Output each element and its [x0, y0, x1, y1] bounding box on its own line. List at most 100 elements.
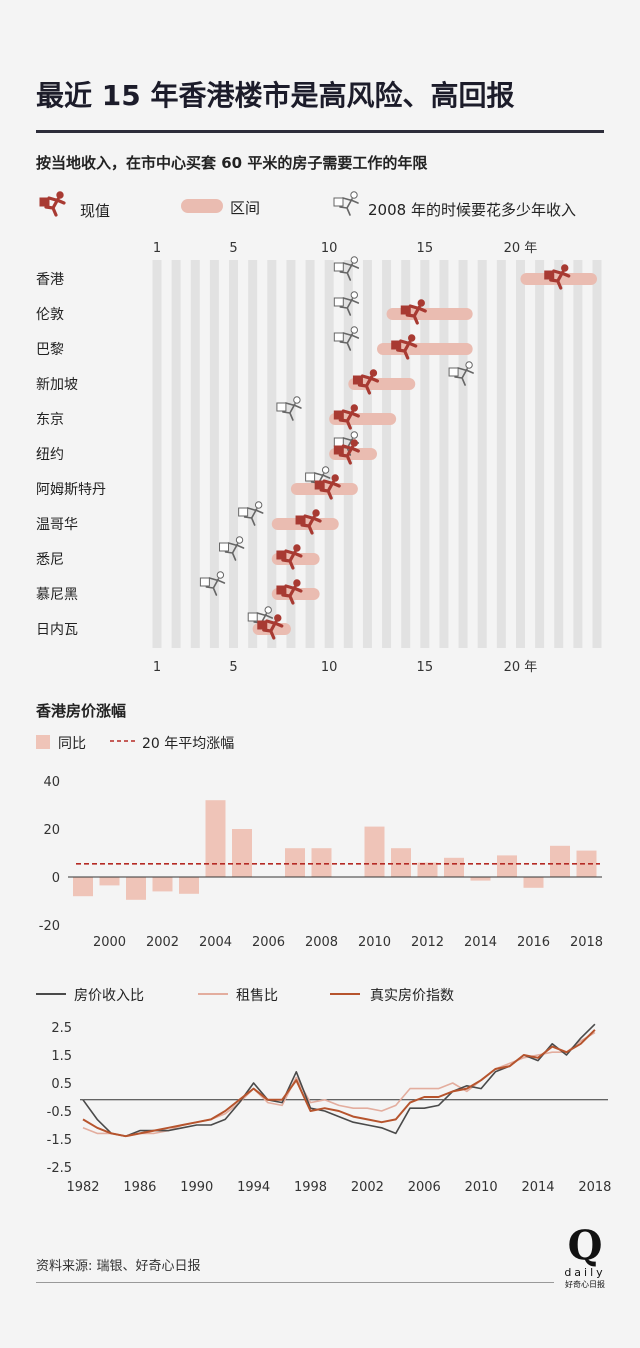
grid-column — [267, 260, 277, 648]
city-label: 巴黎 — [36, 342, 64, 358]
bar — [523, 877, 544, 888]
city-label: 伦敦 — [36, 307, 64, 323]
x-tick-bottom: 10 — [321, 660, 338, 675]
bar — [232, 829, 252, 877]
grid-column — [229, 260, 239, 648]
y-tick: 40 — [43, 775, 60, 790]
bar — [576, 850, 597, 877]
bar — [126, 877, 146, 900]
legend-ratio-line — [36, 993, 66, 995]
hk-price-index-chart: 2.5 1.5 0.5 -0.5 -1.5 -2.5 1982 1986 1990 1994 199… — [47, 1021, 612, 1195]
x-tick: 2016 — [517, 935, 550, 950]
x-tick-bottom: 5 — [229, 660, 237, 675]
bar — [550, 845, 570, 877]
x-tick: 2012 — [411, 935, 444, 950]
legend-yoy-swatch — [36, 735, 50, 749]
bar — [391, 848, 411, 877]
runner-2008-icon — [276, 396, 302, 421]
grid-column — [286, 260, 296, 648]
runner-current-icon — [400, 299, 427, 325]
range-bar — [386, 308, 473, 320]
runner-2008-icon — [448, 361, 474, 386]
x-tick: 2010 — [465, 1180, 498, 1195]
runner-current-icon — [333, 439, 360, 465]
grid-column — [305, 260, 315, 648]
x-tick: 2006 — [252, 935, 285, 950]
grid-column — [458, 260, 468, 648]
series-line-ratio — [82, 1023, 596, 1137]
bar — [152, 877, 173, 892]
x-tick-bottom: 1 — [153, 660, 161, 675]
y-tick: -2.5 — [47, 1161, 72, 1176]
legend-real-label: 真实房价指数 — [370, 988, 454, 1004]
grid-column — [420, 260, 430, 648]
current-runner-legend-icon — [39, 191, 66, 217]
bar — [364, 826, 385, 877]
bar — [311, 848, 332, 877]
grid-column — [152, 260, 162, 648]
runner-current-icon — [314, 474, 341, 500]
x-tick-bottom: 20 年 — [504, 660, 538, 675]
runner-2008-icon — [199, 571, 226, 596]
x-tick: 2002 — [351, 1180, 384, 1195]
grid-column — [190, 260, 200, 648]
grid-column — [554, 260, 564, 648]
legend-current-label: 现值 — [80, 202, 111, 220]
x-tick-bottom: 15 — [417, 660, 434, 675]
runner-2008-icon — [238, 501, 264, 526]
x-tick: 2014 — [521, 1180, 554, 1195]
city-label: 日内瓦 — [36, 622, 78, 638]
grid-column — [382, 260, 392, 648]
y-tick: -20 — [39, 919, 60, 934]
legend-yoy-label: 同比 — [58, 736, 86, 752]
runner-2008-icon — [219, 536, 245, 561]
past-runner-legend-icon — [333, 191, 359, 216]
grid-column — [477, 260, 487, 648]
legend-range-label: 区间 — [230, 199, 261, 217]
x-tick: 2018 — [570, 935, 603, 950]
bar — [99, 877, 120, 886]
runner-current-icon — [295, 509, 322, 535]
runner-current-icon — [352, 369, 380, 395]
bar — [470, 877, 491, 881]
runner-current-icon — [276, 579, 303, 605]
bar — [73, 877, 93, 897]
x-tick: 1986 — [123, 1180, 156, 1195]
bar — [497, 855, 517, 877]
legend-rent-line — [198, 993, 228, 995]
runner-2008-icon — [333, 291, 360, 316]
legend-ratio-label: 房价收入比 — [74, 988, 144, 1004]
city-label: 温哥华 — [36, 517, 78, 533]
grid-column — [171, 260, 181, 648]
x-tick: 2014 — [464, 935, 497, 950]
y-tick: 20 — [43, 823, 60, 838]
bar — [179, 877, 199, 894]
title-divider — [36, 130, 604, 133]
footer-divider — [36, 1282, 554, 1283]
legend-rent-label: 租售比 — [236, 988, 278, 1004]
hk-price-growth-chart: 40 20 0 -20 2000 2002 2004 2006 2008 2010 2012 2014… — [39, 775, 603, 950]
grid-column — [535, 260, 545, 648]
x-tick-top: 1 — [153, 241, 161, 256]
series-line-rent — [82, 1031, 596, 1137]
chart2-title: 香港房价涨幅 — [36, 702, 127, 720]
legend-real-line — [330, 993, 360, 995]
grid-column — [592, 260, 602, 648]
grid-column — [515, 260, 525, 648]
x-tick: 1998 — [294, 1180, 327, 1195]
city-label: 香港 — [36, 272, 64, 288]
runner-red-icon — [39, 191, 66, 217]
grid-column — [496, 260, 506, 648]
bar — [205, 800, 226, 877]
chart1-subtitle: 按当地收入，在市中心买套 60 平米的房子需要工作的年限 — [36, 154, 428, 172]
x-tick-top: 15 — [417, 241, 434, 256]
bar — [285, 848, 305, 877]
grid-column — [209, 260, 219, 648]
y-tick: 1.5 — [51, 1049, 72, 1064]
y-tick: 0.5 — [51, 1077, 72, 1092]
city-label: 纽约 — [36, 447, 64, 463]
x-tick-top: 20 年 — [504, 241, 538, 256]
runner-current-icon — [391, 334, 418, 360]
